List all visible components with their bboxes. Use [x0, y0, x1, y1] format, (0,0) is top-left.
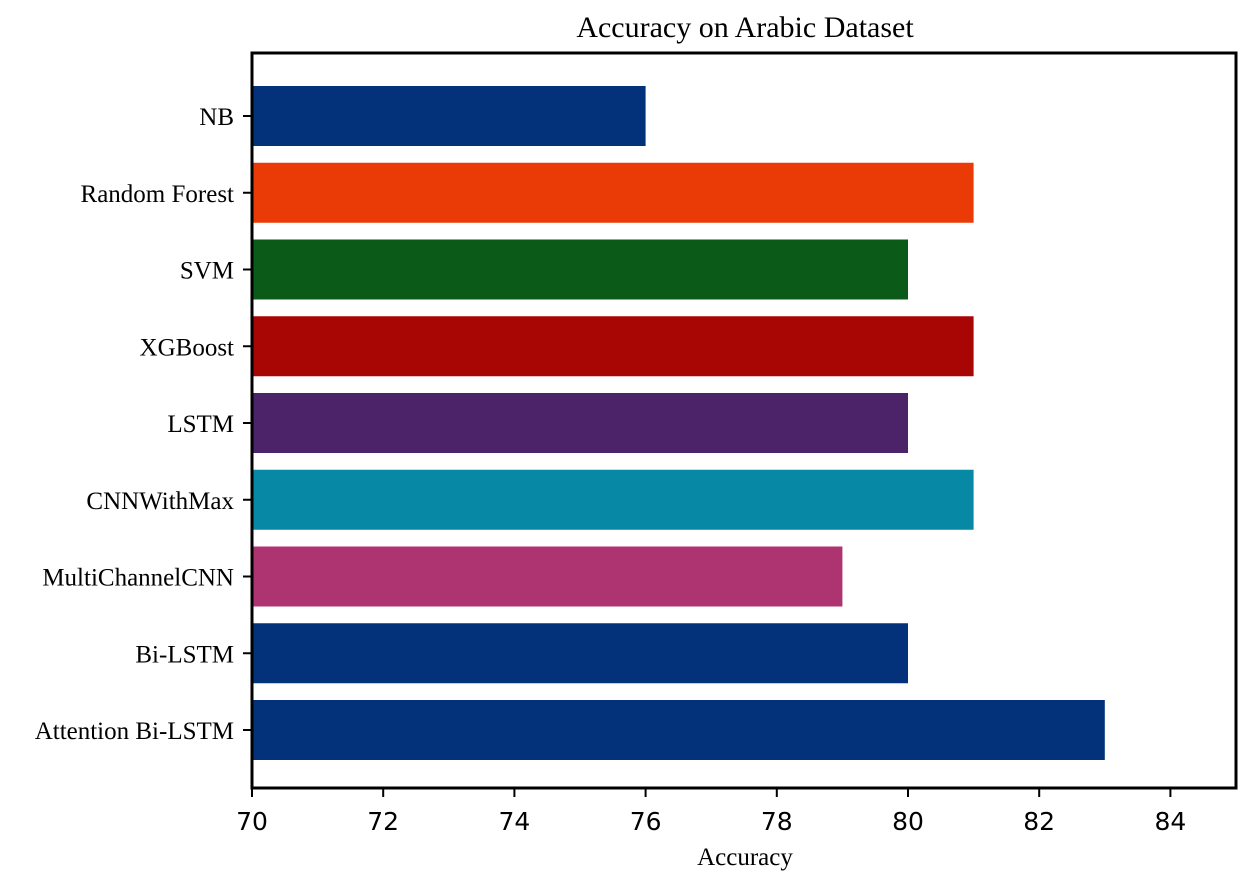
category-labels: NB Random Forest SVM XGBoost LSTM CNNWithMax M… [35, 104, 252, 745]
chart-title: Accuracy on Arabic Dataset [576, 11, 914, 44]
x-tick-label: 74 [498, 807, 530, 836]
bar-xgboost [252, 316, 974, 377]
bar-random-forest [252, 162, 974, 223]
x-tick-label: 80 [892, 807, 924, 836]
plot-frame [250, 51, 1238, 790]
category-label-svm: SVM [180, 258, 234, 285]
bar-svm [252, 239, 908, 300]
x-ticks: 70 72 74 76 78 80 82 84 [236, 788, 1186, 836]
category-label-random-forest: Random Forest [81, 181, 235, 208]
x-axis-label: Accuracy [697, 844, 793, 871]
category-label-multichannelcnn: MultiChannelCNN [42, 565, 234, 592]
x-tick-label: 78 [761, 807, 793, 836]
category-label-bi-lstm: Bi-LSTM [135, 641, 234, 668]
category-label-attention-bi-lstm: Attention Bi-LSTM [35, 718, 234, 745]
bar-multichannelcnn [252, 546, 843, 607]
x-tick-label: 82 [1023, 807, 1055, 836]
bar-attention-bi-lstm [252, 700, 1105, 760]
bar-lstm [252, 393, 908, 453]
category-label-lstm: LSTM [167, 411, 234, 438]
category-label-xgboost: XGBoost [140, 334, 235, 361]
category-label-nb: NB [199, 104, 234, 131]
bar-nb [252, 86, 646, 146]
category-label-cnnwithmax: CNNWithMax [86, 488, 234, 515]
bars-group [252, 86, 1105, 760]
x-tick-label: 84 [1154, 807, 1186, 836]
x-tick-label: 72 [367, 807, 399, 836]
x-tick-label: 70 [236, 807, 268, 836]
bar-cnnwithmax [252, 469, 974, 530]
bar-bi-lstm [252, 623, 908, 684]
x-tick-label: 76 [630, 807, 662, 836]
